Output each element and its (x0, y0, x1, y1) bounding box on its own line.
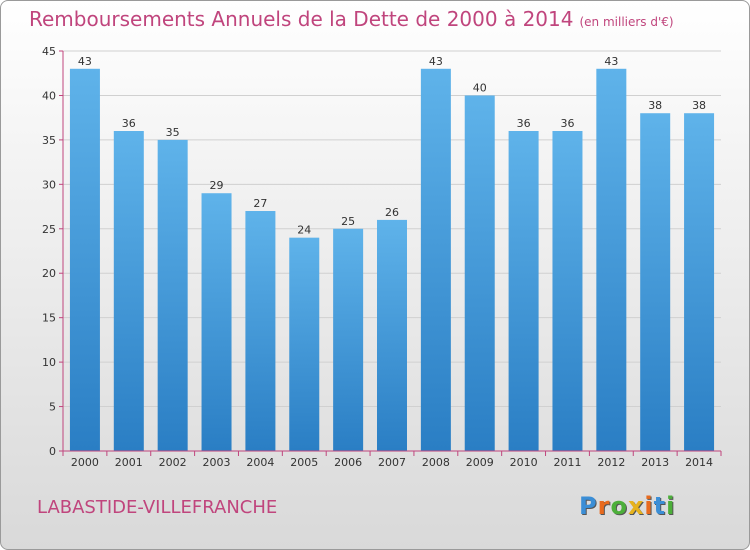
chart-title-main: Remboursements Annuels de la Dette de 20… (29, 7, 574, 31)
data-label: 35 (166, 126, 180, 139)
bar (113, 131, 144, 451)
y-tick-label: 25 (42, 223, 56, 236)
chart-title-unit: (en milliers d'€) (579, 15, 674, 29)
bar (684, 113, 715, 451)
x-tick-label: 2006 (334, 456, 362, 469)
y-tick-label: 30 (42, 178, 56, 191)
data-label: 24 (297, 224, 311, 237)
y-tick-label: 45 (42, 45, 56, 58)
bar (377, 219, 407, 451)
bar (157, 139, 188, 451)
logo-letter: i (666, 492, 676, 520)
y-tick-label: 0 (49, 445, 56, 458)
city-name: LABASTIDE-VILLEFRANCHE (37, 497, 278, 518)
data-label: 26 (385, 206, 399, 219)
bar (552, 131, 583, 451)
x-tick-label: 2001 (115, 456, 143, 469)
bar (508, 131, 539, 451)
y-tick-label: 5 (49, 401, 56, 414)
x-tick-label: 2004 (246, 456, 274, 469)
data-label: 43 (429, 55, 443, 68)
data-label: 38 (648, 99, 662, 112)
y-tick-label: 40 (42, 89, 56, 102)
data-label: 27 (253, 197, 267, 210)
y-tick-label: 15 (42, 312, 56, 325)
proxiti-logo[interactable]: Proxiti (579, 492, 675, 520)
x-tick-label: 2008 (422, 456, 450, 469)
bar (596, 68, 627, 452)
bar (69, 68, 100, 452)
bar (201, 193, 232, 451)
bar (640, 113, 671, 451)
y-tick-label: 35 (42, 134, 56, 147)
x-tick-label: 2007 (378, 456, 406, 469)
logo-letter: P (579, 492, 598, 520)
data-label: 38 (692, 99, 706, 112)
x-tick-label: 2003 (203, 456, 231, 469)
logo-letter: r (597, 492, 611, 520)
data-label: 36 (122, 117, 136, 130)
x-tick-label: 2013 (641, 456, 669, 469)
bar (245, 211, 276, 451)
data-label: 43 (78, 55, 92, 68)
x-tick-label: 2014 (685, 456, 713, 469)
data-label: 25 (341, 215, 355, 228)
x-tick-label: 2002 (159, 456, 187, 469)
data-label: 40 (473, 81, 487, 94)
x-tick-label: 2005 (290, 456, 318, 469)
data-label: 29 (210, 179, 224, 192)
y-tick-label: 10 (42, 356, 56, 369)
x-tick-label: 2009 (466, 456, 494, 469)
chart-title: Remboursements Annuels de la Dette de 20… (29, 7, 674, 31)
logo-letter: t (653, 492, 667, 520)
bar (464, 95, 495, 451)
data-label: 36 (560, 117, 574, 130)
x-tick-label: 2010 (510, 456, 538, 469)
x-tick-label: 2011 (553, 456, 581, 469)
data-label: 43 (604, 55, 618, 68)
data-label: 36 (517, 117, 531, 130)
logo-letter: o (610, 492, 628, 520)
y-tick-label: 20 (42, 267, 56, 280)
x-tick-label: 2012 (597, 456, 625, 469)
x-tick-label: 2000 (71, 456, 99, 469)
bar (420, 68, 451, 452)
bar (289, 237, 320, 451)
bar (333, 228, 364, 451)
logo-letter: i (644, 492, 654, 520)
logo-letter: x (627, 492, 645, 520)
